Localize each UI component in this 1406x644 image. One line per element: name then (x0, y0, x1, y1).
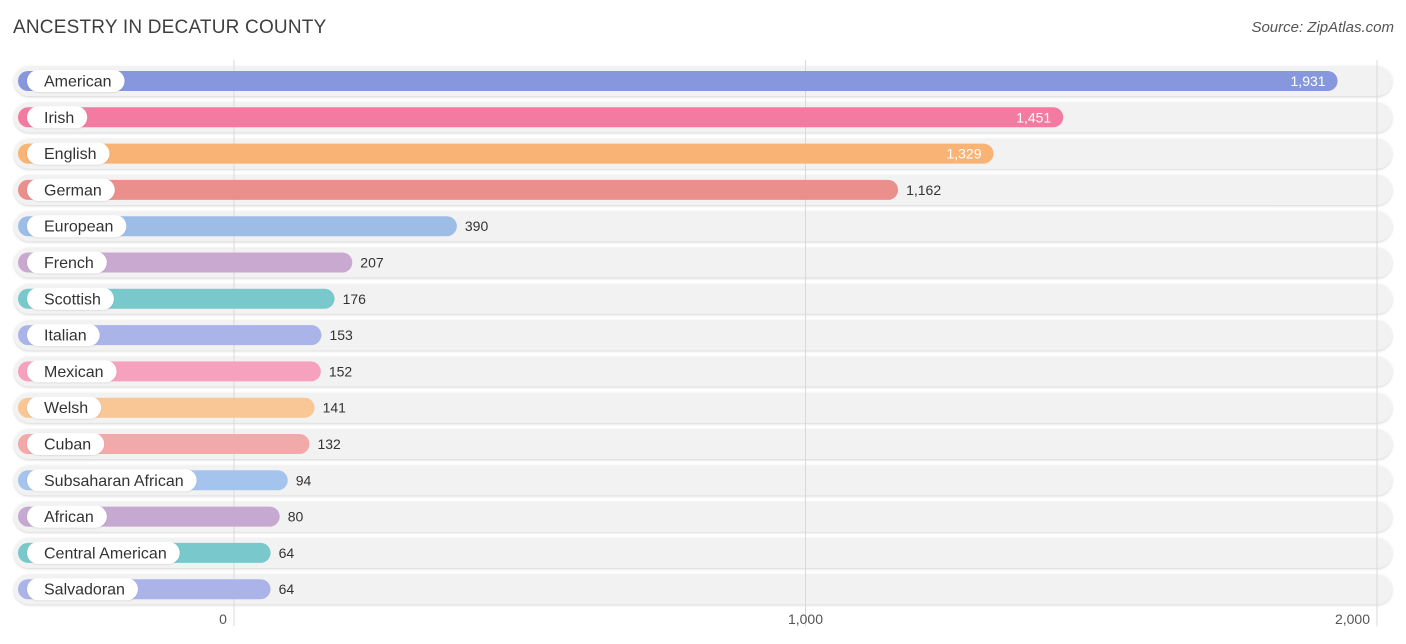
value-label: 153 (329, 327, 353, 343)
row-background (14, 356, 1392, 387)
value-label: 64 (279, 581, 295, 597)
category-label-pill (27, 396, 102, 419)
category-label-pill (27, 70, 125, 92)
value-label: 94 (296, 472, 312, 488)
value-label: 390 (465, 218, 489, 234)
value-label: 207 (360, 255, 384, 271)
chart-title: ANCESTRY IN DECATUR COUNTY (13, 17, 327, 38)
category-label: Cuban (44, 437, 91, 454)
value-label: 1,329 (946, 146, 981, 162)
x-tick-label: 0 (219, 611, 227, 627)
bar (18, 143, 994, 164)
category-label: Welsh (44, 400, 88, 417)
category-label: Salvadoran (44, 582, 125, 599)
row-background (14, 429, 1392, 459)
value-label: 176 (343, 291, 367, 307)
category-label-pill (27, 324, 100, 347)
row-background (14, 537, 1392, 568)
value-label: 141 (323, 400, 347, 416)
category-label: French (44, 255, 94, 272)
category-label-pill (27, 287, 114, 310)
row-background (14, 283, 1392, 314)
category-label-pill (27, 360, 117, 383)
value-label: 132 (317, 436, 341, 452)
category-label: Mexican (44, 364, 104, 381)
bar (18, 71, 1338, 91)
category-label-pill (27, 578, 138, 601)
value-label: 64 (279, 545, 295, 561)
row-background (14, 392, 1392, 423)
value-label: 1,162 (906, 182, 941, 198)
category-label: African (44, 509, 94, 526)
x-tick-label: 1,000 (788, 611, 823, 627)
value-label: 1,451 (1016, 109, 1051, 125)
row-background (14, 574, 1392, 605)
bar (18, 107, 1064, 128)
category-label: Central American (44, 545, 167, 562)
category-label-pill (27, 505, 107, 528)
row-background (14, 465, 1392, 496)
category-label-pill (27, 106, 88, 129)
row-background (14, 501, 1392, 532)
category-label-pill (27, 178, 115, 201)
category-label-pill (27, 469, 197, 492)
category-label: American (44, 74, 112, 91)
category-label: Subsaharan African (44, 473, 184, 490)
category-label: English (44, 146, 96, 163)
category-label: Scottish (44, 291, 101, 308)
value-label: 1,931 (1291, 73, 1326, 89)
bar (18, 216, 457, 237)
category-label-pill (27, 142, 110, 165)
row-background (14, 320, 1392, 351)
value-label: 152 (329, 363, 353, 379)
category-label-pill (27, 541, 180, 564)
x-tick-label: 2,000 (1335, 611, 1370, 627)
category-label: Irish (44, 110, 74, 127)
category-label-pill (27, 215, 127, 238)
bar (18, 179, 899, 200)
category-label-pill (27, 433, 105, 455)
row-background (14, 247, 1392, 278)
category-label: German (44, 182, 102, 199)
value-label: 80 (288, 509, 304, 525)
chart-source: Source: ZipAtlas.com (1251, 19, 1394, 36)
category-label: European (44, 219, 113, 236)
category-label: Italian (44, 328, 87, 345)
category-label-pill (27, 251, 107, 274)
